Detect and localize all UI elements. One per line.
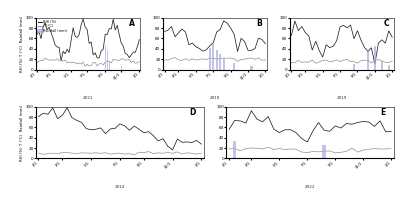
Bar — [212, 44, 214, 69]
Text: 2022: 2022 — [305, 185, 315, 189]
Bar — [219, 54, 221, 69]
Bar — [216, 50, 218, 69]
Bar — [121, 66, 122, 69]
Y-axis label: RHI (%) T (°C)  Rainfall (mm): RHI (%) T (°C) Rainfall (mm) — [20, 15, 24, 72]
Text: 2014: 2014 — [115, 185, 125, 189]
Bar — [223, 59, 225, 69]
Text: A: A — [129, 19, 135, 28]
Text: 2019: 2019 — [337, 96, 347, 100]
Bar — [233, 141, 236, 158]
Bar — [353, 64, 355, 69]
Bar — [374, 46, 376, 69]
Text: 2021: 2021 — [83, 96, 93, 100]
Bar — [233, 63, 235, 69]
Bar — [209, 48, 211, 69]
Bar — [367, 52, 369, 69]
Text: D: D — [189, 108, 195, 117]
Bar — [109, 61, 110, 69]
Bar — [105, 46, 106, 69]
Bar — [322, 146, 326, 158]
Text: C: C — [383, 19, 389, 28]
Bar — [107, 50, 108, 69]
Bar — [250, 66, 252, 69]
Text: B: B — [256, 19, 262, 28]
Text: E: E — [380, 108, 386, 117]
Y-axis label: RHI (%) T (°C)  Rainfall (mm): RHI (%) T (°C) Rainfall (mm) — [20, 104, 24, 161]
Legend: RHI (%), T (°C), Rainfall (mm): RHI (%), T (°C), Rainfall (mm) — [38, 20, 67, 33]
Text: 2019: 2019 — [210, 96, 220, 100]
Bar — [388, 65, 390, 69]
Bar — [381, 61, 383, 69]
